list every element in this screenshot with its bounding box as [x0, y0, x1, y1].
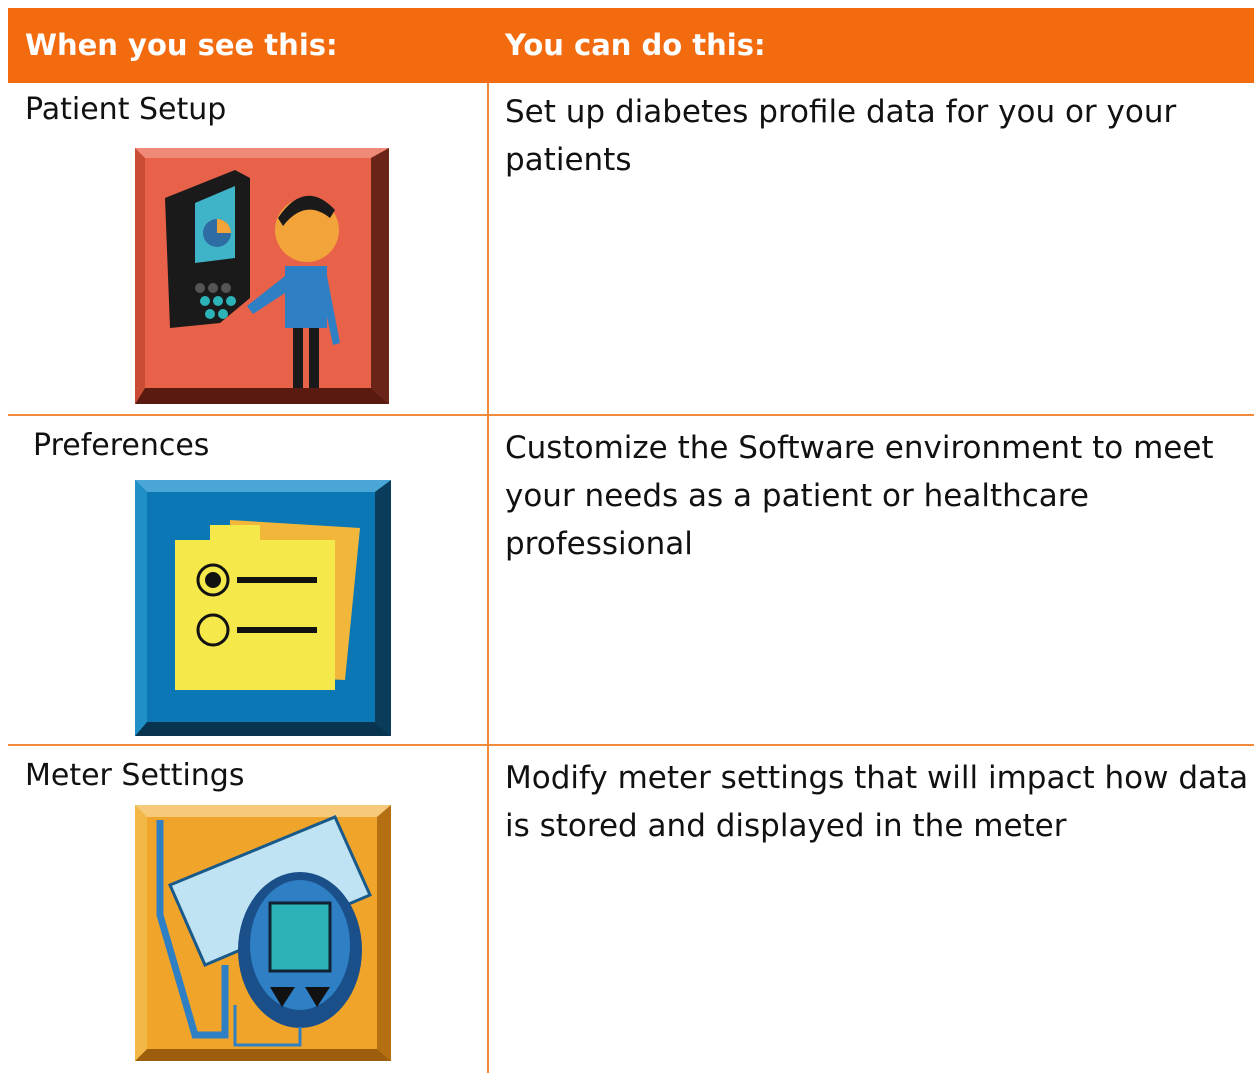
row-divider — [8, 744, 1254, 746]
row-label: Patient Setup — [25, 92, 227, 127]
row-label: Preferences — [33, 428, 210, 463]
table-header — [8, 8, 1254, 83]
row-label: Meter Settings — [25, 758, 245, 793]
column-divider — [487, 83, 489, 1073]
meter-settings-icon — [135, 805, 391, 1061]
row-description: Modify meter settings that will impact h… — [505, 760, 1249, 844]
row-description: Set up diabetes profile data for you or … — [505, 94, 1177, 178]
preferences-icon — [135, 480, 391, 736]
row-divider — [8, 414, 1254, 416]
row-description: Customize the Software environment to me… — [505, 430, 1214, 562]
header-cell: You can do this: — [505, 28, 766, 62]
header-cell: When you see this: — [25, 28, 338, 62]
patient-setup-icon — [135, 148, 389, 404]
